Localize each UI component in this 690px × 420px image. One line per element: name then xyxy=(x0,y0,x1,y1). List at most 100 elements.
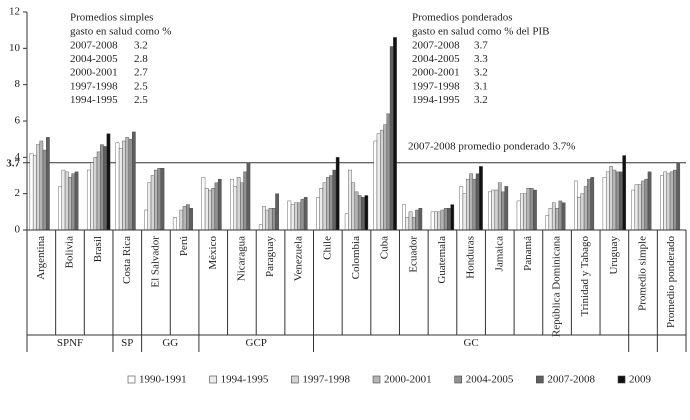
x-tick-label: Uruguay xyxy=(608,236,620,275)
bar xyxy=(494,189,499,231)
x-tick-label: Honduras xyxy=(465,236,477,279)
legend-swatch xyxy=(454,375,462,384)
bar xyxy=(447,207,451,231)
x-tick-label: Trinidad y Tabago xyxy=(579,236,591,317)
bar xyxy=(615,171,620,231)
bar xyxy=(103,146,108,231)
x-tick-label: Perú xyxy=(178,236,190,257)
bar xyxy=(376,133,381,231)
bar xyxy=(440,209,445,231)
legend-label: 2004-2005 xyxy=(466,374,514,386)
bar xyxy=(179,209,184,231)
legend-label: 1990-1991 xyxy=(139,374,187,386)
bar xyxy=(236,177,241,231)
bar xyxy=(583,186,588,231)
bar xyxy=(243,171,248,231)
bar xyxy=(634,184,639,231)
bar xyxy=(631,189,636,231)
reference-value: 3.7 xyxy=(6,157,20,169)
bar xyxy=(472,178,477,231)
annotation-value: 3.2 xyxy=(134,40,148,52)
y-tick-label: 8 xyxy=(15,78,21,90)
legend-swatch xyxy=(291,375,299,384)
bar xyxy=(497,182,502,231)
bar xyxy=(36,144,40,231)
bar xyxy=(669,171,674,231)
bar xyxy=(71,173,76,231)
bar xyxy=(405,217,410,231)
legend-label: 1994-1995 xyxy=(221,374,269,386)
bar xyxy=(186,204,190,231)
bar xyxy=(529,188,534,231)
bar xyxy=(501,191,505,231)
bar xyxy=(354,191,359,231)
bar xyxy=(430,211,435,231)
legend-swatch xyxy=(536,375,544,384)
bar xyxy=(605,171,610,231)
legend-swatch xyxy=(372,375,381,384)
bar xyxy=(644,178,649,231)
bar xyxy=(262,206,266,231)
bar xyxy=(408,211,413,231)
bar xyxy=(32,155,37,231)
x-tick-label: Brasil xyxy=(92,236,104,262)
bar xyxy=(516,200,521,231)
bar xyxy=(46,137,50,231)
bar xyxy=(450,204,455,231)
bar xyxy=(326,177,330,231)
bar xyxy=(443,207,448,231)
group-label: GCP xyxy=(246,337,267,349)
bar xyxy=(383,124,387,231)
reference-label: 2007-2008 promedio ponderado 3.7% xyxy=(408,140,575,152)
bar xyxy=(348,169,352,231)
bar xyxy=(322,182,327,231)
x-tick-label: Chile xyxy=(321,236,333,260)
bar xyxy=(619,171,623,231)
group-label: SP xyxy=(121,337,133,349)
bar xyxy=(373,140,378,231)
bar xyxy=(265,209,270,231)
bar xyxy=(128,138,133,231)
x-tick-label: Costa Rica xyxy=(121,236,133,284)
bar xyxy=(660,175,664,231)
group-label: SPNF xyxy=(57,337,83,349)
bar xyxy=(520,193,524,231)
x-tick-label: Promedio simple xyxy=(637,236,649,311)
bar xyxy=(462,193,467,231)
bar xyxy=(172,217,177,231)
bar xyxy=(147,182,152,231)
bar xyxy=(93,157,98,231)
bar xyxy=(58,186,62,231)
bar xyxy=(64,171,69,231)
bar xyxy=(287,200,292,231)
bar xyxy=(316,197,320,231)
bar xyxy=(673,169,677,231)
annotation-period: 1994-1995 xyxy=(70,94,118,106)
bar xyxy=(418,207,423,231)
bar xyxy=(125,137,130,231)
bar xyxy=(86,169,91,231)
bar xyxy=(434,211,438,231)
annotation-period: 2007-2008 xyxy=(70,40,118,52)
bar xyxy=(641,180,645,231)
bar xyxy=(411,217,416,231)
bar xyxy=(29,153,34,231)
bar xyxy=(580,193,585,231)
bar xyxy=(39,140,44,231)
bar xyxy=(647,171,652,231)
bar xyxy=(294,202,298,231)
bar xyxy=(68,177,72,231)
bar xyxy=(386,113,391,231)
bar xyxy=(201,177,206,231)
group-label: GG xyxy=(162,337,178,349)
annotation-value: 2.5 xyxy=(134,94,148,106)
bar xyxy=(214,182,219,231)
bar xyxy=(533,189,537,231)
annotation-title: Promedios ponderados xyxy=(412,12,513,24)
bar xyxy=(587,178,591,231)
annotation-value: 2.5 xyxy=(134,80,148,92)
bar xyxy=(469,173,473,231)
bar xyxy=(61,169,66,231)
annotation-title: gasto en salud como % xyxy=(70,26,171,38)
bar xyxy=(555,207,559,231)
